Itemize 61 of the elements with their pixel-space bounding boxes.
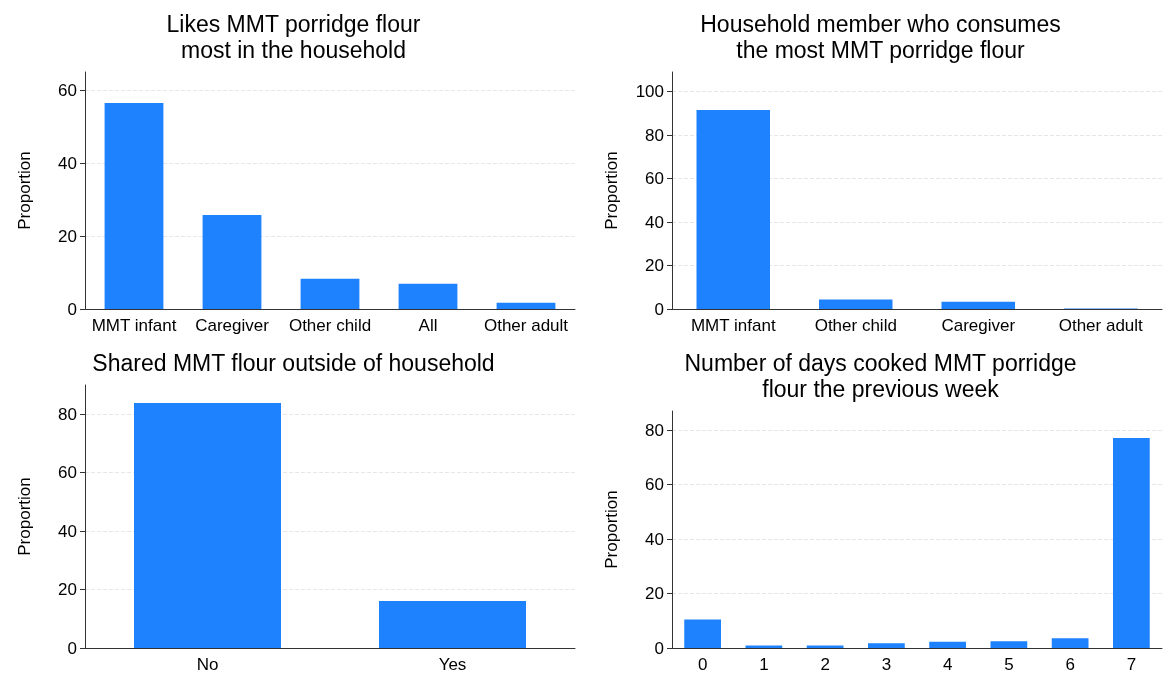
bar	[496, 302, 556, 309]
y-tick-label: 20	[58, 226, 77, 246]
y-tick-label: 20	[645, 584, 664, 604]
chart-title: Household member who consumes the most MMT porridge flour	[700, 11, 1061, 63]
x-tick-label: 4	[942, 655, 953, 674]
bar	[990, 641, 1028, 648]
bar	[941, 301, 1015, 309]
y-tick-label: 40	[58, 153, 77, 173]
chart-title: Number of days cooked MMT porridge flour the previous week	[684, 350, 1077, 402]
y-tick-label: 60	[645, 475, 664, 495]
x-tick-label: Yes	[438, 655, 467, 674]
x-tick-label: No	[196, 655, 219, 674]
y-axis-title: Proportion	[15, 151, 34, 230]
x-tick-label: Other adult	[483, 316, 569, 335]
y-tick-label: 40	[58, 521, 77, 541]
x-tick-label: 7	[1126, 655, 1137, 674]
x-tick-label: 0	[697, 655, 708, 674]
y-tick-label: 40	[645, 529, 664, 549]
x-tick-label: 3	[881, 655, 892, 674]
y-tick-label: 60	[645, 169, 664, 189]
y-tick-label: 60	[58, 80, 77, 100]
y-tick-label: 20	[58, 580, 77, 600]
x-tick-label: MMT infant	[91, 316, 177, 335]
x-tick-label: 5	[1004, 655, 1014, 674]
x-tick-label: MMT infant	[690, 316, 776, 335]
y-tick-label: 0	[67, 638, 77, 658]
y-tick-label: 80	[645, 420, 664, 440]
x-tick-label: All	[418, 316, 438, 335]
x-tick-label: Other child	[814, 316, 897, 335]
x-tick-label: 2	[820, 655, 830, 674]
y-tick-label: 80	[645, 125, 664, 145]
chart-title: Shared MMT flour outside of household	[92, 350, 495, 376]
y-tick-label: 60	[58, 463, 77, 483]
bar	[300, 278, 360, 309]
x-tick-label: Other adult	[1058, 316, 1144, 335]
bar	[1113, 437, 1150, 648]
bar	[104, 102, 164, 309]
y-tick-label: 0	[654, 299, 664, 319]
x-tick-label: Caregiver	[195, 316, 270, 335]
y-tick-label: 40	[645, 212, 664, 232]
bar	[929, 641, 966, 648]
y-axis-title: Proportion	[602, 490, 621, 569]
bar	[868, 643, 905, 648]
y-tick-label: 20	[645, 256, 664, 276]
bar	[202, 214, 262, 309]
x-tick-label: Caregiver	[941, 316, 1016, 335]
y-tick-label: 80	[58, 404, 77, 424]
y-axis-title: Proportion	[602, 151, 621, 230]
bar	[696, 110, 770, 309]
bar	[398, 283, 458, 309]
x-tick-label: 1	[759, 655, 769, 674]
bar	[684, 619, 721, 648]
chart-title: Likes MMT porridge flour most in the household	[166, 11, 421, 63]
bar	[1051, 638, 1089, 648]
y-axis-title: Proportion	[15, 477, 34, 556]
y-tick-label: 100	[635, 82, 664, 102]
y-tick-label: 0	[654, 638, 664, 658]
x-tick-label: 6	[1065, 655, 1075, 674]
x-tick-label: Other child	[288, 316, 372, 335]
bar	[819, 299, 893, 309]
y-tick-label: 0	[67, 299, 77, 319]
